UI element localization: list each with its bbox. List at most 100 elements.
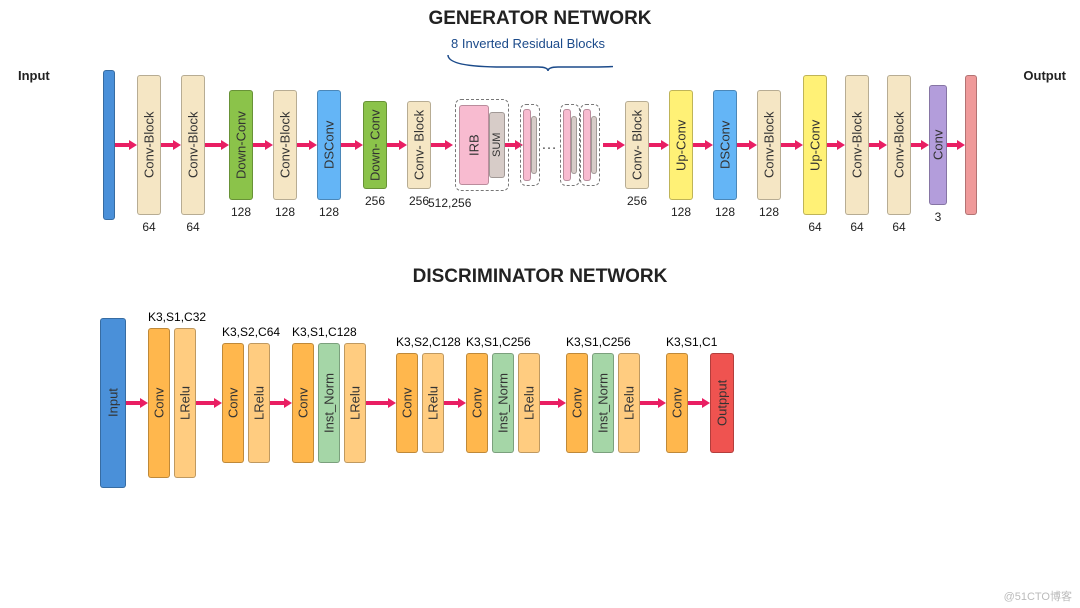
disc-lrelu-4: LRelu <box>422 353 444 453</box>
irb-block-mini-1 <box>563 109 571 181</box>
watermark: @51CTO博客 <box>1004 588 1072 604</box>
disc-conv-7: Conv <box>666 353 688 453</box>
gen-convblock-1-channels: 64 <box>131 220 167 234</box>
disc-conv-7-label: Conv <box>670 388 685 418</box>
disc-inorm-1: Inst_Norm <box>318 343 340 463</box>
irb-block: IRB512,256 <box>459 105 489 185</box>
gen-convblock-3-channels: 128 <box>267 205 303 219</box>
gen-convblock-1-label: Conv-Block <box>142 112 157 178</box>
irb-sum-mini-2 <box>591 116 597 174</box>
gen-convblock-8-channels: 64 <box>881 220 917 234</box>
disc-conv-4-label: Conv <box>400 388 415 418</box>
arrow-icon <box>947 142 965 148</box>
generator-title: GENERATOR NETWORK <box>0 8 1080 30</box>
gen-downconv-2-label: Down- Conv <box>368 109 383 181</box>
arrow-icon <box>126 400 148 406</box>
arrow-icon <box>640 400 666 406</box>
disc-input: Input <box>100 318 126 488</box>
disc-group-params: K3,S1,C256 <box>466 335 531 349</box>
gen-dsconv-1-label: DSConv <box>322 121 337 169</box>
gen-dsconv-2-channels: 128 <box>707 205 743 219</box>
arrow-icon <box>649 142 669 148</box>
arrow-icon <box>781 142 803 148</box>
arrow-icon <box>366 400 396 406</box>
disc-conv-5-label: Conv <box>470 388 485 418</box>
disc-group: ConvLReluK3,S1,C32 <box>148 328 196 478</box>
arrow-icon <box>540 400 566 406</box>
arrow-icon <box>270 400 292 406</box>
disc-lrelu-3: LRelu <box>344 343 366 463</box>
arrow-icon <box>693 142 713 148</box>
disc-conv-1: Conv <box>148 328 170 478</box>
disc-group-params: K3,S2,C128 <box>396 335 461 349</box>
gen-upconv-2: Up-Conv64 <box>803 75 827 215</box>
disc-group: ConvK3,S1,C1 <box>666 353 688 453</box>
disc-conv-3-label: Conv <box>296 388 311 418</box>
gen-convblock-5: Conv- Block256 <box>625 101 649 189</box>
irb-sum: SUM <box>489 112 505 178</box>
gen-convblock-3-label: Conv-Block <box>278 112 293 178</box>
arrow-icon <box>444 400 466 406</box>
gen-output-bar <box>965 75 977 215</box>
disc-conv-6: Conv <box>566 353 588 453</box>
gen-conv-out-channels: 3 <box>920 210 956 224</box>
disc-conv-5: Conv <box>466 353 488 453</box>
disc-conv-4: Conv <box>396 353 418 453</box>
irb-sum-mini-1 <box>571 116 577 174</box>
discriminator-row: InputConvLReluK3,S1,C32ConvLReluK3,S2,C6… <box>0 288 1080 518</box>
arrow-icon <box>115 142 137 148</box>
arrow-icon <box>827 142 845 148</box>
disc-lrelu-5-label: LRelu <box>522 386 537 420</box>
disc-input-label: Input <box>106 389 121 418</box>
gen-dsconv-1: DSConv128 <box>317 90 341 200</box>
disc-inorm-2-label: Inst_Norm <box>496 373 511 433</box>
disc-conv-3: Conv <box>292 343 314 463</box>
gen-dsconv-1-channels: 128 <box>311 205 347 219</box>
gen-conv-out: Conv3 <box>929 85 947 205</box>
gen-convblock-2-channels: 64 <box>175 220 211 234</box>
gen-dsconv-2-label: DSConv <box>718 121 733 169</box>
disc-group-params: K3,S1,C256 <box>566 335 631 349</box>
disc-lrelu-1-label: LRelu <box>178 386 193 420</box>
disc-output-label: Outpput <box>715 380 730 426</box>
gen-convblock-7: Conv-Block64 <box>845 75 869 215</box>
disc-inorm-2: Inst_Norm <box>492 353 514 453</box>
gen-convblock-5-channels: 256 <box>619 194 655 208</box>
gen-downconv-2-channels: 256 <box>357 194 393 208</box>
gen-convblock-3: Conv-Block128 <box>273 90 297 200</box>
irb-block-mini-2 <box>583 109 591 181</box>
irb-group: IRB512,256SUM… <box>453 97 603 193</box>
disc-inorm-3: Inst_Norm <box>592 353 614 453</box>
gen-convblock-4: Conv- Block256 <box>407 101 431 189</box>
gen-convblock-7-label: Conv-Block <box>850 112 865 178</box>
gen-input-bar <box>103 70 115 220</box>
disc-inorm-1-label: Inst_Norm <box>322 373 337 433</box>
gen-upconv-2-label: Up-Conv <box>808 119 823 170</box>
disc-lrelu-1: LRelu <box>174 328 196 478</box>
disc-group: ConvLReluK3,S2,C64 <box>222 343 270 463</box>
gen-convblock-2: Conv-Block64 <box>181 75 205 215</box>
arrow-icon <box>297 142 317 148</box>
disc-lrelu-6-label: LRelu <box>622 386 637 420</box>
disc-lrelu-2-label: LRelu <box>252 386 267 420</box>
disc-group-params: K3,S1,C32 <box>148 310 206 324</box>
disc-group: ConvLReluK3,S2,C128 <box>396 353 444 453</box>
disc-group: ConvInst_NormLReluK3,S1,C128 <box>292 343 366 463</box>
disc-lrelu-4-label: LRelu <box>426 386 441 420</box>
gen-convblock-1: Conv-Block64 <box>137 75 161 215</box>
disc-conv-6-label: Conv <box>570 388 585 418</box>
gen-upconv-2-channels: 64 <box>797 220 833 234</box>
gen-convblock-8: Conv-Block64 <box>887 75 911 215</box>
gen-convblock-8-label: Conv-Block <box>892 112 907 178</box>
disc-output: Outpput <box>710 353 734 453</box>
disc-group-params: K3,S1,C128 <box>292 325 357 339</box>
disc-conv-1-label: Conv <box>152 388 167 418</box>
irb-block-mini-0 <box>523 109 531 181</box>
disc-group: ConvInst_NormLReluK3,S1,C256 <box>566 353 640 453</box>
disc-group: ConvInst_NormLReluK3,S1,C256 <box>466 353 540 453</box>
gen-convblock-5-label: Conv- Block <box>630 110 645 180</box>
arrow-icon <box>341 142 363 148</box>
gen-convblock-7-channels: 64 <box>839 220 875 234</box>
gen-downconv-1: Down-Conv128 <box>229 90 253 200</box>
disc-conv-2: Conv <box>222 343 244 463</box>
